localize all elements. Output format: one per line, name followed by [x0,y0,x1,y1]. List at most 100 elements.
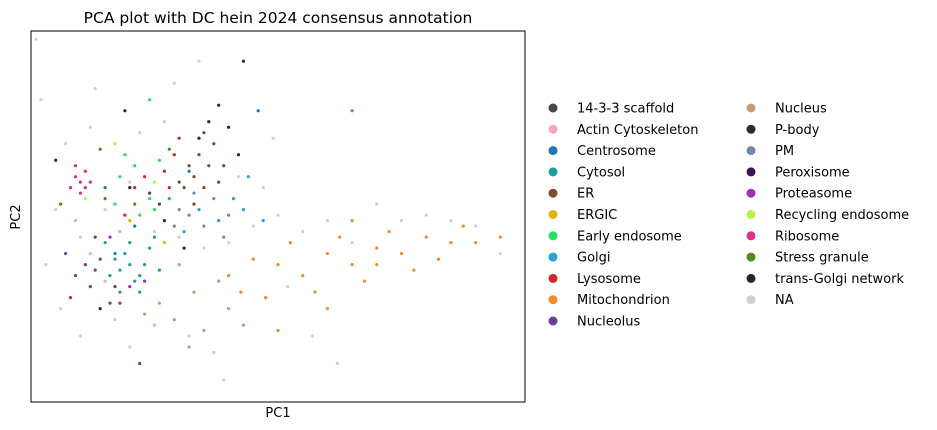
legend-item: PM [746,144,794,159]
legend-marker [746,167,756,177]
data-point [148,98,152,102]
data-point [138,131,142,135]
data-point [172,318,176,322]
legend-marker [746,146,756,156]
data-point [123,153,127,157]
legend-marker [548,231,558,241]
data-point [59,307,63,311]
data-point [202,186,206,190]
data-point [197,59,201,63]
points-layer [34,37,502,382]
data-point [113,202,117,206]
data-point [461,224,465,228]
data-point [123,109,127,113]
data-point [133,202,137,206]
data-point [239,290,243,294]
series-na [34,37,502,382]
data-point [138,213,142,217]
data-point [182,246,186,250]
data-point [187,345,191,349]
data-point [177,263,181,267]
chart-title: PCA plot with DC hein 2024 consensus ann… [84,9,473,27]
data-point [59,202,63,206]
data-point [301,230,305,234]
series-pm [172,191,231,239]
legend-marker [746,252,756,262]
series-cytosol [103,235,161,294]
data-point [498,252,502,256]
data-point [212,197,216,201]
data-point [202,131,206,135]
data-point [350,219,354,223]
data-point [246,175,250,179]
data-point [338,235,342,239]
data-point [113,257,117,261]
data-point [88,180,92,184]
data-point [202,246,206,250]
data-point [192,175,196,179]
data-point [148,246,152,250]
data-point [152,230,157,234]
data-point [399,252,404,256]
legend-item: Proteasome [746,187,852,202]
data-point [128,345,132,349]
legend-item: P-body [746,123,820,138]
legend-item: Stress granule [746,251,869,266]
data-point [375,246,379,250]
data-point [449,241,453,245]
data-point [227,307,231,311]
data-point [133,186,137,190]
data-point [73,274,78,278]
legend: 14-3-3 scaffold Actin Cytoskeleton Centros… [548,102,909,330]
data-point [286,285,290,289]
data-point [227,274,231,278]
legend-label: Mitochondrion [577,293,670,308]
data-point [108,274,112,278]
data-point [192,202,196,206]
legend-item: Lysosome [548,272,641,287]
legend-item: Peroxisome [746,165,850,180]
data-point [212,350,216,355]
data-point [123,252,127,256]
data-point [236,175,241,179]
data-point [44,263,48,267]
data-point [167,197,171,201]
data-point [227,125,231,129]
data-point [113,252,117,256]
data-point [325,307,329,311]
data-point [103,279,107,283]
data-point [202,224,206,228]
legend-label: Golgi [577,251,611,266]
data-point [256,109,260,113]
data-point [241,59,245,63]
data-point [143,263,147,267]
series-er [177,131,226,206]
legend-label: ERGIC [577,208,617,223]
data-point [207,164,211,168]
data-point [236,153,241,157]
series-proteasome [93,235,147,305]
legend-marker [548,124,558,134]
data-point [34,37,38,41]
legend-label: Proteasome [775,187,852,202]
legend-marker [746,295,756,305]
legend-label: Stress granule [775,251,869,266]
legend-marker [746,124,756,134]
legend-marker [548,252,558,262]
data-point [424,213,428,217]
data-point [93,87,97,91]
series-nucleus [143,263,245,349]
legend-marker [548,103,558,113]
legend-item: Actin Cytoskeleton [548,123,698,138]
legend-label: PM [775,144,794,159]
data-point [474,241,478,245]
data-point [143,312,147,316]
data-point [187,213,191,217]
series-ergic [128,219,166,245]
legend-marker [746,210,756,219]
data-point [375,263,379,267]
data-point [133,279,137,283]
data-point [162,120,166,124]
data-point [128,219,132,223]
data-point [39,98,43,102]
